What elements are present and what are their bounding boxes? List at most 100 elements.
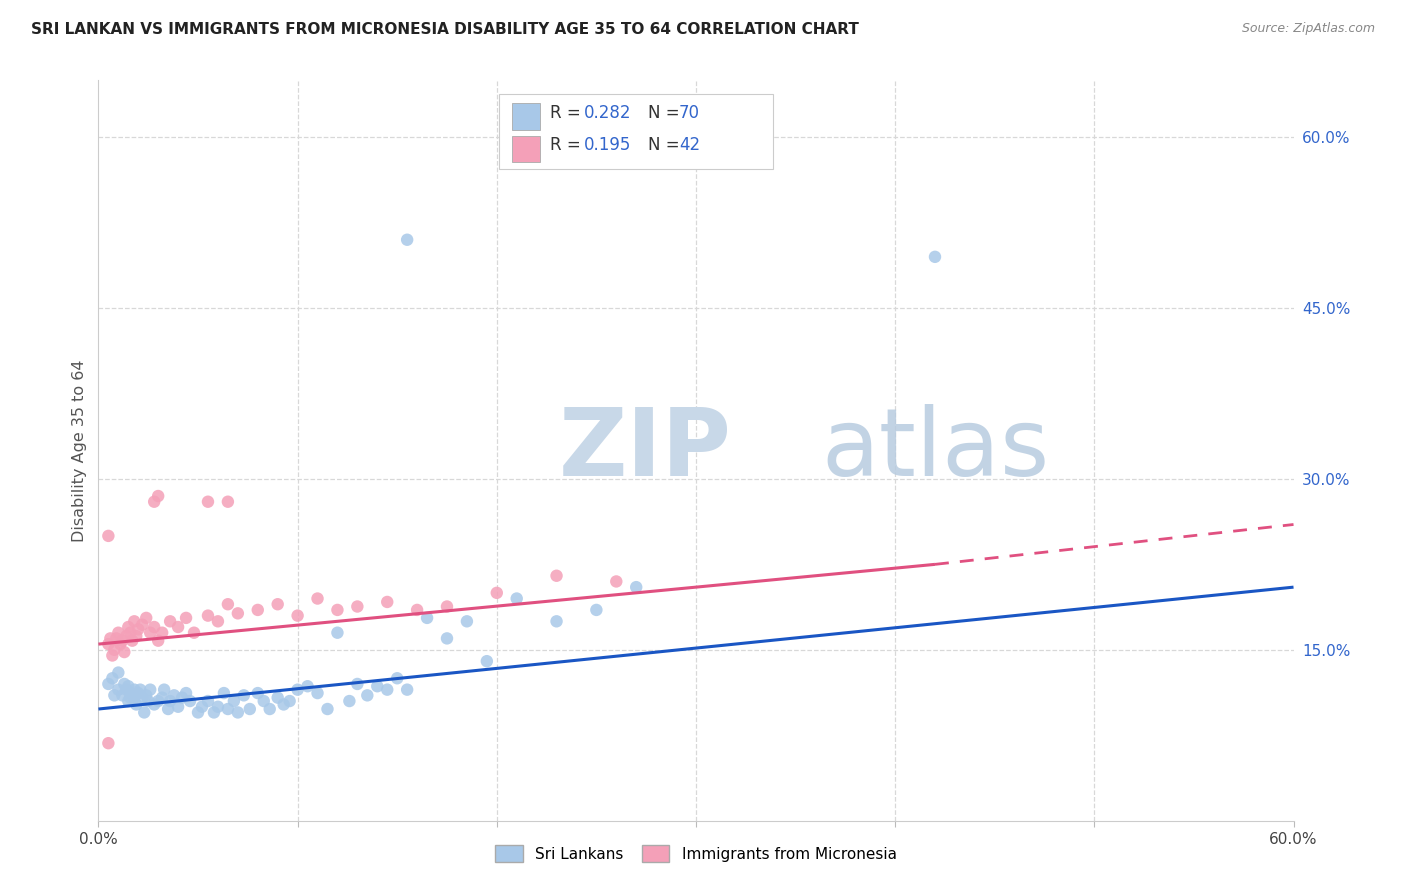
Point <box>174 686 197 700</box>
Point <box>131 617 153 632</box>
Point <box>111 633 134 648</box>
Point <box>124 615 146 629</box>
Point <box>406 603 429 617</box>
Point <box>183 625 205 640</box>
Point <box>239 702 262 716</box>
Point <box>307 591 329 606</box>
Point <box>103 642 125 657</box>
Point <box>110 637 132 651</box>
Text: 0.195: 0.195 <box>583 136 631 154</box>
Point <box>167 620 190 634</box>
Point <box>191 699 214 714</box>
Point <box>148 633 170 648</box>
Point <box>246 686 269 700</box>
Point <box>436 632 458 646</box>
Point <box>222 694 245 708</box>
Point <box>127 686 149 700</box>
Point <box>101 671 124 685</box>
Point <box>217 597 239 611</box>
Point <box>326 603 349 617</box>
Text: SRI LANKAN VS IMMIGRANTS FROM MICRONESIA DISABILITY AGE 35 TO 64 CORRELATION CHA: SRI LANKAN VS IMMIGRANTS FROM MICRONESIA… <box>31 22 859 37</box>
Point <box>112 677 135 691</box>
Point <box>129 682 152 697</box>
Text: N =: N = <box>648 104 685 122</box>
Point <box>125 629 148 643</box>
Point <box>143 620 166 634</box>
Point <box>226 706 249 720</box>
Point <box>356 689 378 703</box>
Point <box>267 597 290 611</box>
Point <box>187 706 209 720</box>
Point <box>107 682 129 697</box>
Point <box>287 682 309 697</box>
Point <box>131 690 153 705</box>
Text: 0.282: 0.282 <box>583 104 631 122</box>
Point <box>267 690 290 705</box>
Point <box>436 599 458 614</box>
Point <box>135 611 157 625</box>
Point <box>375 682 398 697</box>
Point <box>259 702 281 716</box>
Point <box>273 698 295 712</box>
Point <box>253 694 276 708</box>
Text: atlas: atlas <box>821 404 1050 497</box>
Point <box>232 689 254 703</box>
Point <box>416 611 439 625</box>
Point <box>97 736 120 750</box>
Point <box>278 694 301 708</box>
Point <box>150 690 173 705</box>
Text: 70: 70 <box>679 104 700 122</box>
Point <box>346 599 368 614</box>
Point <box>153 682 176 697</box>
Point <box>546 568 568 582</box>
Point <box>179 694 201 708</box>
Point <box>117 694 139 708</box>
Point <box>366 679 388 693</box>
Point <box>143 698 166 712</box>
Y-axis label: Disability Age 35 to 64: Disability Age 35 to 64 <box>72 359 87 541</box>
Point <box>212 686 235 700</box>
Point <box>396 682 419 697</box>
Point <box>207 699 229 714</box>
Point <box>485 586 508 600</box>
Point <box>207 615 229 629</box>
Point <box>339 694 361 708</box>
Point <box>124 690 146 705</box>
Point <box>134 706 156 720</box>
Point <box>172 690 194 705</box>
Point <box>246 603 269 617</box>
Point <box>120 686 142 700</box>
Point <box>396 233 419 247</box>
Point <box>125 698 148 712</box>
Point <box>163 689 186 703</box>
Point <box>217 702 239 716</box>
Point <box>121 633 143 648</box>
Point <box>107 625 129 640</box>
Legend: Sri Lankans, Immigrants from Micronesia: Sri Lankans, Immigrants from Micronesia <box>489 838 903 869</box>
Text: ZIP: ZIP <box>558 404 731 497</box>
Point <box>139 625 162 640</box>
Point <box>316 702 339 716</box>
Point <box>202 706 225 720</box>
Point <box>111 689 134 703</box>
Point <box>135 689 157 703</box>
Point <box>307 686 329 700</box>
Text: N =: N = <box>648 136 685 154</box>
Point <box>120 625 142 640</box>
Text: R =: R = <box>550 136 586 154</box>
Point <box>107 665 129 680</box>
Point <box>375 595 398 609</box>
Text: R =: R = <box>550 104 586 122</box>
Point <box>150 625 173 640</box>
Point <box>124 682 146 697</box>
Point <box>626 580 648 594</box>
Point <box>226 607 249 621</box>
Text: 42: 42 <box>679 136 700 154</box>
Point <box>98 632 122 646</box>
Point <box>326 625 349 640</box>
Text: Source: ZipAtlas.com: Source: ZipAtlas.com <box>1241 22 1375 36</box>
Point <box>506 591 529 606</box>
Point <box>115 682 138 697</box>
Point <box>101 648 124 663</box>
Point <box>297 679 319 693</box>
